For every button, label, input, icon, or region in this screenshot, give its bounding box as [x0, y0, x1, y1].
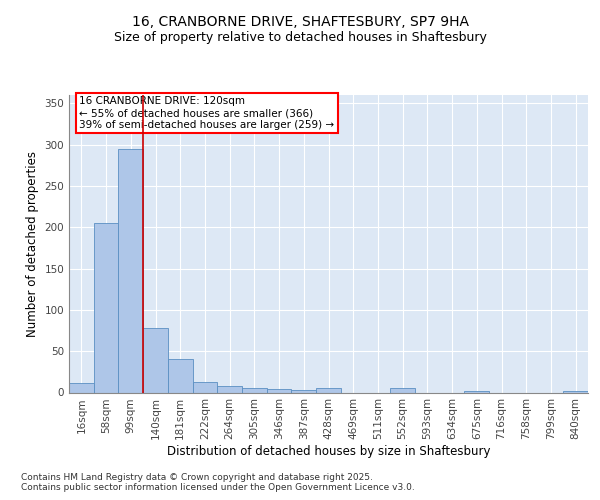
Text: Size of property relative to detached houses in Shaftesbury: Size of property relative to detached ho…	[113, 31, 487, 44]
Bar	[217, 386, 242, 392]
Bar	[242, 388, 267, 392]
Bar	[69, 382, 94, 392]
Bar	[94, 223, 118, 392]
Bar	[316, 388, 341, 392]
Text: 16, CRANBORNE DRIVE, SHAFTESBURY, SP7 9HA: 16, CRANBORNE DRIVE, SHAFTESBURY, SP7 9H…	[131, 16, 469, 30]
Bar	[267, 389, 292, 392]
Bar	[193, 382, 217, 392]
Bar	[292, 390, 316, 392]
Bar	[118, 148, 143, 392]
Y-axis label: Number of detached properties: Number of detached properties	[26, 151, 39, 337]
Bar	[143, 328, 168, 392]
Text: 16 CRANBORNE DRIVE: 120sqm
← 55% of detached houses are smaller (366)
39% of sem: 16 CRANBORNE DRIVE: 120sqm ← 55% of deta…	[79, 96, 335, 130]
Bar	[563, 391, 588, 392]
X-axis label: Distribution of detached houses by size in Shaftesbury: Distribution of detached houses by size …	[167, 445, 490, 458]
Bar	[464, 391, 489, 392]
Bar	[390, 388, 415, 392]
Text: Contains HM Land Registry data © Crown copyright and database right 2025.
Contai: Contains HM Land Registry data © Crown c…	[21, 472, 415, 492]
Bar	[168, 360, 193, 392]
